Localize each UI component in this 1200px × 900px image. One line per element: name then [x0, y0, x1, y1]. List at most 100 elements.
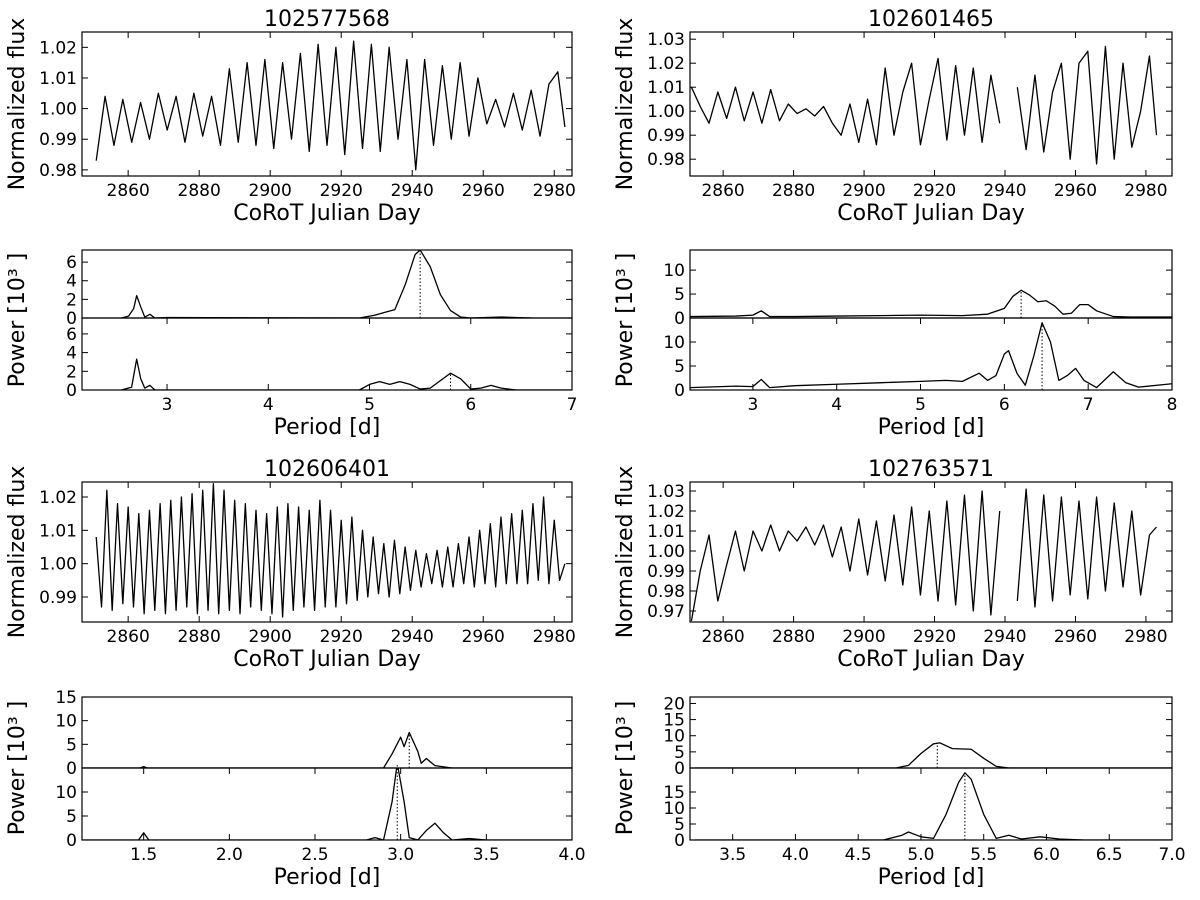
x-tick-label: 5	[915, 395, 926, 415]
axes-frame	[81, 696, 573, 769]
y-axis-label: Power [10³ ]	[5, 253, 30, 387]
y-tick-label: 5	[66, 807, 77, 827]
x-tick-label: 4	[831, 395, 842, 415]
y-tick-label: 6	[66, 253, 77, 273]
x-tick-label: 2920	[913, 181, 956, 201]
y-tick-label: 10	[663, 727, 685, 747]
x-tick-label: 4	[263, 395, 274, 415]
data-line	[690, 322, 1172, 389]
y-tick-label: 2	[66, 290, 77, 310]
y-tick-label: 0	[66, 309, 77, 329]
x-tick-label: 3	[162, 395, 173, 415]
x-tick-label: 2960	[1054, 181, 1097, 201]
x-tick-label: 2860	[701, 181, 744, 201]
y-tick-label: 5	[674, 743, 685, 763]
axes-frame	[689, 31, 1173, 177]
x-axis-label: Period [d]	[274, 865, 381, 890]
x-tick-label: 2880	[178, 627, 221, 647]
x-tick-label: 1.5	[130, 845, 157, 865]
y-tick-label: 0.99	[647, 562, 685, 582]
axes-frame	[689, 696, 1173, 769]
y-tick-label: 1.01	[647, 78, 685, 98]
y-tick-label: 15	[663, 783, 685, 803]
x-axis-label: Period [d]	[274, 415, 381, 440]
axes-frame	[81, 249, 573, 319]
x-tick-label: 7	[1083, 395, 1094, 415]
x-tick-label: 2860	[107, 627, 150, 647]
y-tick-label: 5	[674, 815, 685, 835]
x-axis-label: CoRoT Julian Day	[233, 647, 421, 672]
x-tick-label: 2940	[391, 181, 434, 201]
y-tick-label: 5	[66, 735, 77, 755]
data-line	[121, 358, 572, 390]
data-line	[95, 483, 566, 618]
y-tick-label: 1.00	[647, 542, 685, 562]
y-axis-label: Power [10³ ]	[613, 701, 638, 835]
x-tick-label: 8	[1167, 395, 1178, 415]
x-axis-label: CoRoT Julian Day	[233, 201, 421, 226]
y-tick-label: 1.02	[39, 38, 77, 58]
x-tick-label: 2980	[1124, 181, 1167, 201]
x-axis-label: Period [d]	[878, 415, 985, 440]
y-tick-label: 1.02	[647, 502, 685, 522]
y-tick-label: 0.99	[39, 588, 77, 608]
y-tick-label: 10	[55, 783, 77, 803]
axes-frame	[689, 481, 1173, 623]
axes-frame	[81, 481, 573, 623]
axes-frame	[81, 31, 573, 177]
chart-title: 102577568	[264, 7, 390, 32]
data-line	[690, 488, 1157, 622]
y-tick-label: 0.99	[39, 130, 77, 150]
y-tick-label: 1.01	[39, 69, 77, 89]
x-axis-label: CoRoT Julian Day	[837, 201, 1025, 226]
y-tick-label: 2	[66, 362, 77, 382]
data-line	[695, 742, 1172, 768]
x-tick-label: 2920	[913, 627, 956, 647]
x-tick-label: 2940	[983, 181, 1026, 201]
x-tick-label: 2900	[842, 627, 885, 647]
y-tick-label: 1.02	[39, 488, 77, 508]
y-tick-label: 1.00	[39, 555, 77, 575]
x-axis-label: Period [d]	[878, 865, 985, 890]
y-tick-label: 4	[66, 344, 77, 364]
y-axis-label: Normalized flux	[5, 18, 30, 191]
x-tick-label: 3.5	[719, 845, 746, 865]
y-tick-label: 10	[55, 712, 77, 732]
data-line	[695, 772, 1172, 840]
x-tick-label: 2980	[1124, 627, 1167, 647]
y-tick-label: 0	[674, 381, 685, 401]
x-tick-label: 2900	[249, 181, 292, 201]
chart-title: 102763571	[868, 457, 994, 482]
x-tick-label: 2900	[249, 627, 292, 647]
x-tick-label: 2960	[1054, 627, 1097, 647]
x-tick-label: 6.5	[1096, 845, 1123, 865]
x-tick-label: 4.5	[845, 845, 872, 865]
x-tick-label: 2880	[772, 181, 815, 201]
y-tick-label: 0	[66, 759, 77, 779]
y-tick-label: 1.02	[647, 54, 685, 74]
x-tick-label: 4.0	[558, 845, 585, 865]
data-line	[83, 768, 572, 840]
axes-frame	[81, 767, 573, 841]
axes-frame	[689, 767, 1173, 841]
x-tick-label: 2880	[178, 181, 221, 201]
x-tick-label: 3.0	[387, 845, 414, 865]
y-tick-label: 1.01	[647, 522, 685, 542]
y-tick-label: 0	[66, 381, 77, 401]
y-tick-label: 0.99	[647, 126, 685, 146]
y-tick-label: 0	[66, 831, 77, 851]
x-tick-label: 4.0	[782, 845, 809, 865]
y-tick-label: 0	[674, 759, 685, 779]
x-tick-label: 2880	[772, 627, 815, 647]
axes-frame	[81, 317, 573, 391]
y-tick-label: 1.00	[647, 102, 685, 122]
data-line	[690, 289, 1172, 318]
y-axis-label: Normalized flux	[5, 466, 30, 639]
y-tick-label: 10	[663, 261, 685, 281]
y-tick-label: 4	[66, 272, 77, 292]
x-tick-label: 2860	[701, 627, 744, 647]
data-line	[690, 45, 1158, 165]
axes-frame	[689, 317, 1173, 391]
x-tick-label: 3.5	[473, 845, 500, 865]
